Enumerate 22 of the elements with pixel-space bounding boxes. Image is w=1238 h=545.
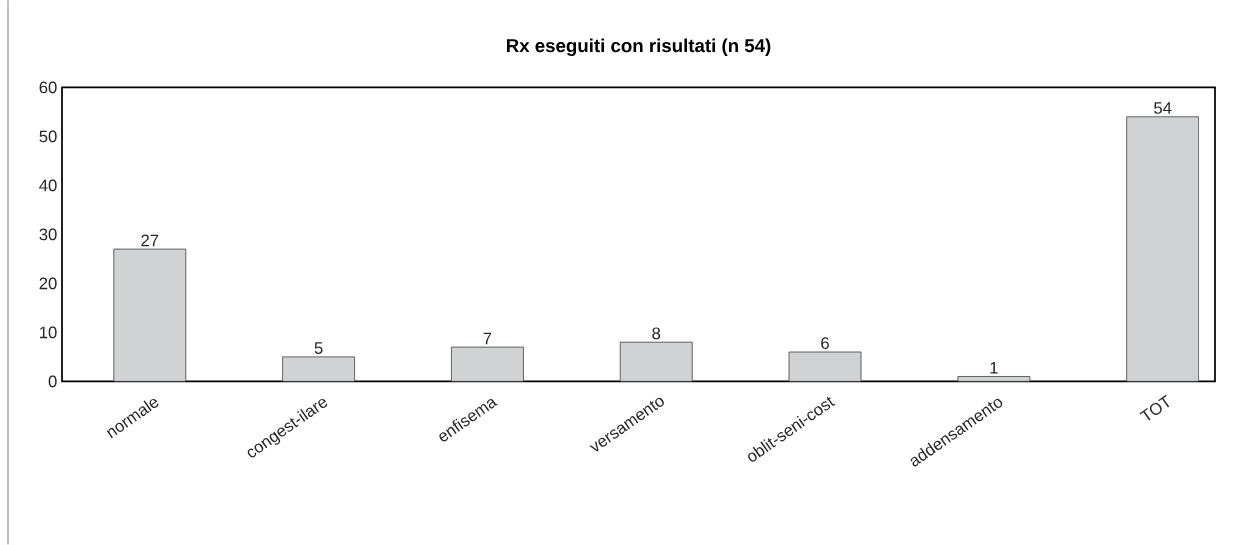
y-tick-label: 40 xyxy=(39,179,57,192)
y-tick-label: 60 xyxy=(39,81,57,94)
x-tick-label: TOT xyxy=(1139,394,1170,421)
bar xyxy=(113,248,187,382)
data-label: 6 xyxy=(821,337,829,350)
bar xyxy=(619,341,693,382)
data-label: 27 xyxy=(141,234,159,247)
bar xyxy=(1126,116,1200,382)
y-tick-label: 30 xyxy=(39,228,57,241)
bar xyxy=(788,351,862,382)
data-label: 8 xyxy=(652,327,661,340)
bar xyxy=(451,346,524,382)
data-label: 7 xyxy=(483,332,492,345)
y-tick-label: 10 xyxy=(40,326,57,339)
chart-title: Rx eseguiti con risultati (n 54) xyxy=(506,38,771,57)
y-tick-label: 20 xyxy=(39,277,57,290)
y-tick-label: 0 xyxy=(48,375,57,388)
y-tick-label: 50 xyxy=(39,130,57,143)
data-label: 5 xyxy=(314,342,323,355)
bar xyxy=(282,356,356,382)
data-label: 1 xyxy=(990,362,998,374)
data-label: 54 xyxy=(1154,102,1172,114)
